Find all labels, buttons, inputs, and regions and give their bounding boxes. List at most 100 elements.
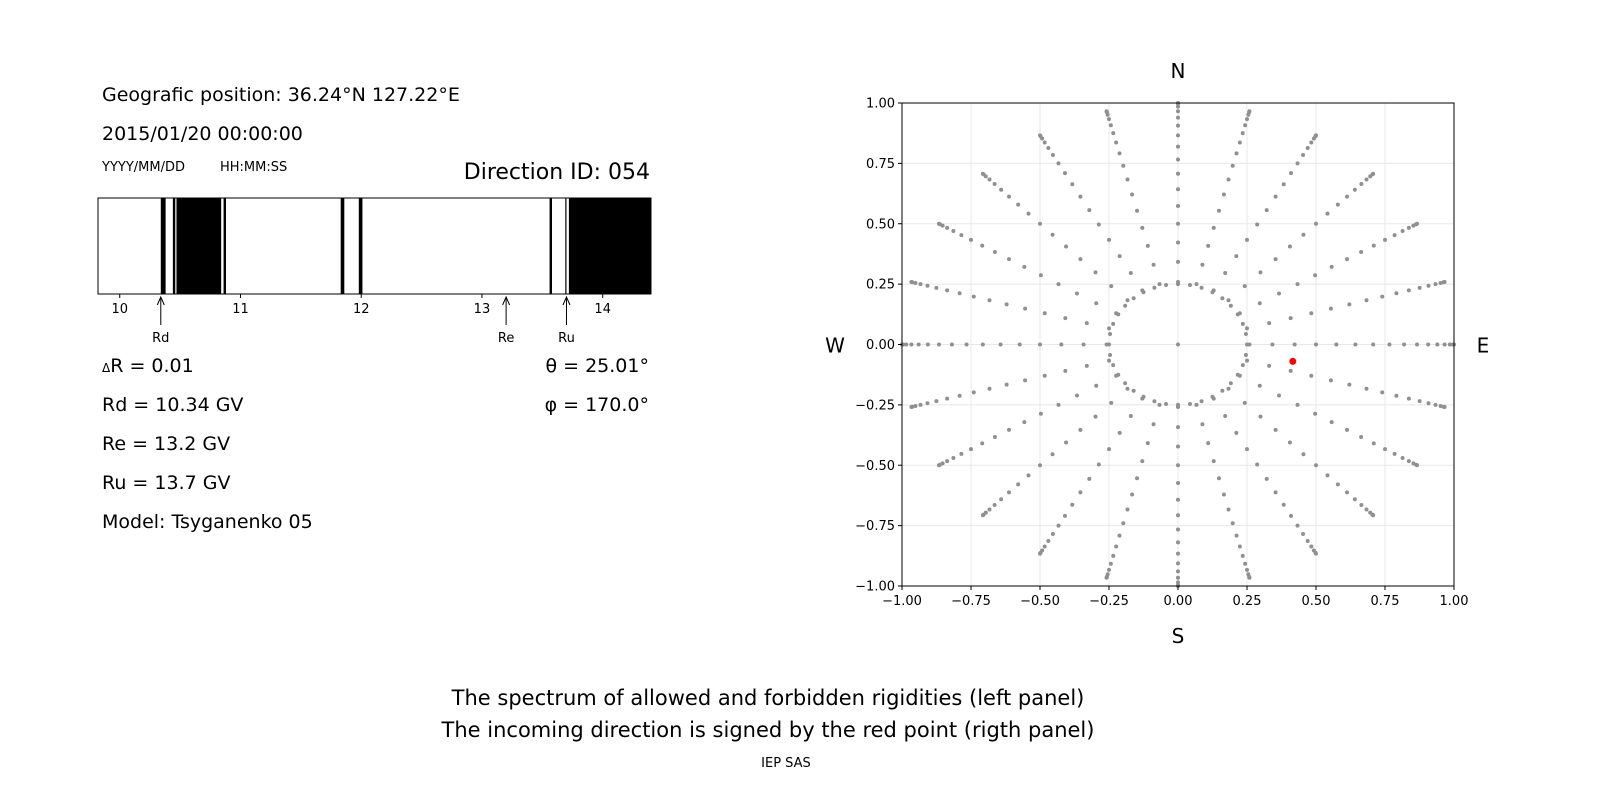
direction-grid-point bbox=[1176, 575, 1180, 580]
direction-grid-point bbox=[1245, 567, 1249, 572]
direction-grid-point bbox=[1176, 540, 1180, 545]
direction-grid-point bbox=[1392, 451, 1397, 456]
x-tick-label: −0.25 bbox=[1089, 594, 1129, 609]
direction-grid-point bbox=[1237, 140, 1242, 145]
direction-grid-point bbox=[1176, 221, 1180, 226]
direction-grid-point bbox=[1415, 342, 1420, 347]
direction-grid-point bbox=[1123, 303, 1128, 308]
direction-grid-point bbox=[1087, 208, 1092, 213]
direction-grid-point bbox=[1216, 476, 1221, 481]
direction-grid-point bbox=[1255, 462, 1260, 467]
direction-grid-point bbox=[1237, 544, 1242, 549]
direction-grid-point bbox=[1078, 490, 1083, 495]
direction-grid-point bbox=[1245, 117, 1249, 122]
direction-grid-point bbox=[1242, 400, 1247, 405]
direction-grid-point bbox=[925, 283, 930, 288]
direction-grid-point bbox=[1176, 444, 1180, 449]
direction-grid-point bbox=[1433, 402, 1438, 407]
direction-grid-point bbox=[1309, 544, 1314, 549]
direction-grid-point bbox=[1145, 243, 1150, 248]
direction-grid-point bbox=[1345, 490, 1350, 495]
direction-grid-point bbox=[1314, 551, 1318, 556]
marker-label: Rd bbox=[152, 331, 169, 346]
direction-grid-point bbox=[1281, 182, 1286, 187]
direction-grid-point bbox=[998, 342, 1003, 347]
direction-grid-point bbox=[1200, 262, 1205, 267]
forbidden-band bbox=[172, 198, 176, 294]
direction-grid-point bbox=[971, 390, 976, 395]
direction-grid-point bbox=[1070, 182, 1075, 187]
direction-grid-point bbox=[1216, 208, 1221, 213]
direction-grid-point bbox=[1387, 342, 1392, 347]
direction-grid-point bbox=[971, 294, 976, 299]
direction-grid-point bbox=[1140, 288, 1145, 293]
datetime: 2015/01/20 00:00:00 bbox=[102, 123, 303, 145]
direction-grid-point bbox=[1359, 250, 1364, 255]
direction-grid-point bbox=[964, 342, 969, 347]
direction-grid-point bbox=[1364, 507, 1369, 512]
direction-grid-point bbox=[1023, 378, 1028, 383]
direction-grid-point bbox=[1074, 291, 1079, 296]
compass-north-label: N bbox=[1171, 59, 1186, 83]
direction-grid-point bbox=[1406, 288, 1411, 293]
direction-grid-point bbox=[1176, 513, 1180, 518]
direction-grid-point bbox=[1314, 221, 1318, 226]
direction-grid-point bbox=[1435, 342, 1440, 347]
direction-grid-point bbox=[1442, 279, 1447, 284]
direction-grid-point bbox=[1176, 171, 1180, 176]
direction-grid-point bbox=[1038, 342, 1042, 347]
direction-grid-point bbox=[1314, 463, 1318, 468]
x-tick-label: 0.75 bbox=[1371, 594, 1400, 609]
direction-grid-point bbox=[1211, 288, 1216, 293]
direction-grid-point bbox=[1415, 221, 1420, 226]
direction-grid-point bbox=[1313, 273, 1318, 278]
direction-grid-point bbox=[1447, 342, 1452, 347]
caption-line-1: The spectrum of allowed and forbidden ri… bbox=[451, 686, 1085, 710]
direction-grid-point bbox=[1335, 202, 1340, 207]
direction-grid-point bbox=[1442, 405, 1447, 410]
direction-grid-point bbox=[969, 237, 973, 242]
direction-grid-point bbox=[1164, 401, 1169, 406]
direction-grid-point bbox=[1237, 311, 1242, 316]
direction-grid-point bbox=[925, 342, 930, 347]
direction-grid-point bbox=[1243, 352, 1248, 357]
direction-grid-point bbox=[1006, 490, 1011, 495]
direction-grid-point bbox=[1295, 523, 1300, 528]
direction-grid-point bbox=[1125, 507, 1130, 512]
direction-id: Direction ID: 054 bbox=[463, 160, 650, 185]
direction-grid-point bbox=[1006, 194, 1011, 199]
direction-grid-point bbox=[909, 342, 914, 347]
direction-grid-point bbox=[1176, 463, 1180, 468]
direction-grid-point bbox=[1094, 301, 1099, 306]
direction-grid-point bbox=[959, 233, 964, 238]
direction-grid-point bbox=[1096, 222, 1101, 227]
direction-grid-point bbox=[1230, 163, 1235, 168]
direction-grid-point bbox=[1187, 401, 1192, 406]
delta-symbol: Δ bbox=[102, 361, 111, 375]
direction-grid-point bbox=[1394, 291, 1399, 296]
direction-grid-point bbox=[992, 434, 997, 439]
direction-grid-point bbox=[1347, 382, 1352, 387]
rd-value: Rd = 10.34 GV bbox=[102, 394, 244, 416]
direction-grid-point bbox=[1176, 527, 1180, 532]
direction-grid-point bbox=[1223, 270, 1228, 275]
direction-grid-point bbox=[1287, 440, 1292, 445]
direction-grid-point bbox=[918, 402, 923, 407]
direction-grid-point bbox=[1145, 441, 1150, 446]
direction-grid-point bbox=[1093, 414, 1098, 419]
direction-grid-point bbox=[1016, 482, 1021, 487]
direction-grid-point bbox=[1194, 402, 1199, 407]
direction-grid-point bbox=[1314, 342, 1318, 347]
marker-arrowhead bbox=[156, 295, 165, 306]
direction-grid-point bbox=[1295, 161, 1300, 166]
direction-grid-point bbox=[1383, 447, 1387, 452]
direction-grid-point bbox=[1240, 363, 1245, 368]
direction-grid-point bbox=[980, 171, 985, 176]
direction-grid-point bbox=[1176, 123, 1180, 128]
direction-grid-point bbox=[1371, 342, 1376, 347]
direction-grid-point bbox=[1070, 502, 1075, 507]
direction-grid-point bbox=[1063, 368, 1068, 373]
forbidden-band bbox=[176, 198, 222, 294]
direction-grid-point bbox=[1406, 396, 1411, 401]
direction-grid-point bbox=[1273, 490, 1278, 495]
